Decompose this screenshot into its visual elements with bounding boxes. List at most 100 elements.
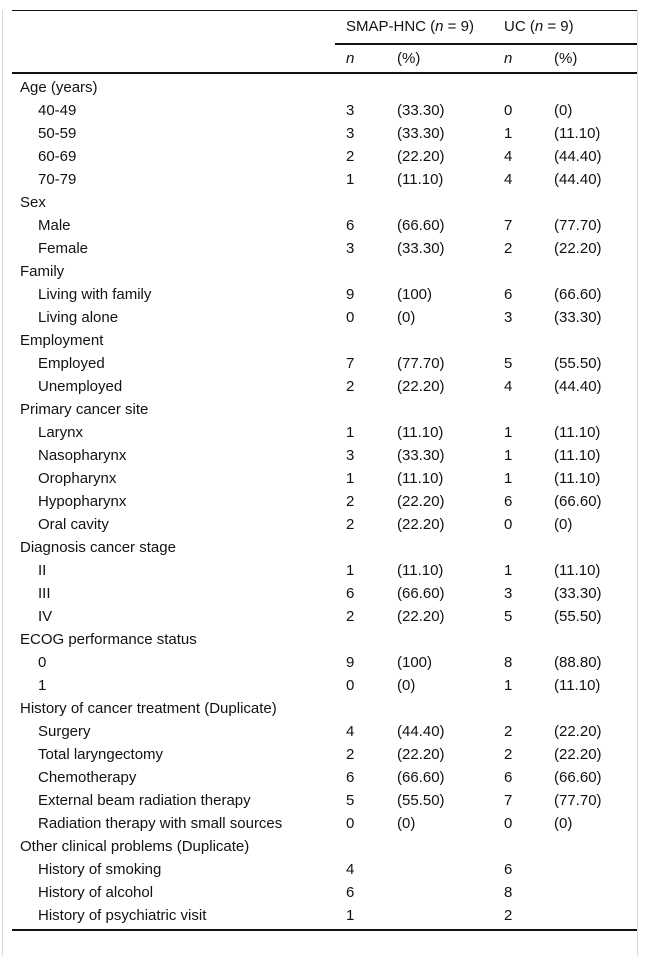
table-row: III 6 (66.60) 3 (33.30) — [3, 582, 637, 605]
cell-n-uc — [504, 260, 554, 283]
group-header-smap-hnc: SMAP-HNC (n = 9) — [346, 11, 504, 43]
table-row: IV 2 (22.20) 5 (55.50) — [3, 605, 637, 628]
subheader-pct-smap: (%) — [397, 50, 421, 67]
row-label: 70-79 — [38, 171, 77, 188]
row-label: History of psychiatric visit — [38, 907, 207, 924]
cell-pct-smap: (33.30) — [397, 102, 445, 119]
cell-n-smap — [346, 76, 397, 99]
cell-pct-uc: (66.60) — [554, 493, 602, 510]
cell-n-smap — [346, 628, 397, 651]
table-row: 70-79 1 (11.10) 4 (44.40) — [3, 168, 637, 191]
table-row: Surgery 4 (44.40) 2 (22.20) — [3, 720, 637, 743]
cell-n-smap: 6 — [346, 884, 355, 901]
table-row: History of cancer treatment (Duplicate) — [3, 697, 637, 720]
cell-n-uc: 8 — [504, 654, 513, 671]
cell-n-uc: 5 — [504, 355, 513, 372]
cell-n-uc: 0 — [504, 102, 513, 119]
cell-n-uc: 2 — [504, 240, 513, 257]
cell-n-smap: 0 — [346, 677, 355, 694]
cell-n-smap: 1 — [346, 470, 355, 487]
cell-n-uc: 4 — [504, 171, 513, 188]
table-row: II 1 (11.10) 1 (11.10) — [3, 559, 637, 582]
subheader-n-uc: n — [504, 45, 554, 72]
cell-n-uc: 2 — [504, 907, 513, 924]
table-row: Oropharynx 1 (11.10) 1 (11.10) — [3, 467, 637, 490]
table-row: ECOG performance status — [3, 628, 637, 651]
cell-n-smap: 6 — [346, 585, 355, 602]
subheader-n-smap-label: n — [346, 50, 355, 67]
cell-pct-smap — [397, 835, 504, 858]
cell-pct-smap: (22.20) — [397, 608, 445, 625]
group2-prefix: UC ( — [504, 18, 535, 35]
table-subheader-row: n (%) n (%) — [3, 45, 637, 72]
cell-pct-smap: (55.50) — [397, 792, 445, 809]
cell-pct-uc: (11.10) — [554, 125, 601, 142]
cell-n-smap — [346, 260, 397, 283]
header-bottom-rule — [12, 72, 637, 74]
cell-n-uc: 7 — [504, 792, 513, 809]
cell-pct-smap: (66.60) — [397, 217, 445, 234]
cell-n-smap — [346, 191, 397, 214]
cell-n-uc: 2 — [504, 746, 513, 763]
cell-n-smap: 3 — [346, 240, 355, 257]
cell-n-smap: 2 — [346, 746, 355, 763]
table-row: Female 3 (33.30) 2 (22.20) — [3, 237, 637, 260]
cell-pct-uc: (55.50) — [554, 355, 602, 372]
row-label: 60-69 — [38, 148, 77, 165]
cell-n-uc: 3 — [504, 309, 513, 326]
row-label: Female — [38, 240, 89, 257]
row-label: Sex — [20, 194, 46, 211]
table-row: External beam radiation therapy 5 (55.50… — [3, 789, 637, 812]
cell-n-smap: 2 — [346, 148, 355, 165]
cell-pct-smap — [397, 398, 504, 421]
cell-n-uc: 1 — [504, 677, 513, 694]
row-label: 1 — [38, 677, 47, 694]
cell-n-smap — [346, 398, 397, 421]
cell-pct-smap: (0) — [397, 677, 416, 694]
group2-suffix: = 9) — [543, 18, 574, 35]
row-label: Surgery — [38, 723, 91, 740]
cell-n-uc: 4 — [504, 378, 513, 395]
cell-pct-uc — [554, 697, 637, 720]
table-group-header-row: SMAP-HNC (n = 9) UC (n = 9) — [3, 11, 637, 43]
cell-n-uc: 4 — [504, 148, 513, 165]
cell-pct-smap — [397, 329, 504, 352]
cell-n-uc: 2 — [504, 723, 513, 740]
cell-pct-smap: (11.10) — [397, 424, 444, 441]
row-label: Hypopharynx — [38, 493, 127, 510]
cell-pct-smap: (100) — [397, 286, 433, 303]
subheader-n-uc-label: n — [504, 50, 513, 67]
cell-pct-smap — [397, 260, 504, 283]
cell-n-uc — [504, 536, 554, 559]
cell-pct-uc: (11.10) — [554, 562, 601, 579]
cell-pct-smap: (33.30) — [397, 447, 445, 464]
row-label: Age (years) — [20, 79, 98, 96]
cell-n-smap: 1 — [346, 562, 355, 579]
cell-pct-uc — [554, 536, 637, 559]
cell-n-uc: 6 — [504, 861, 513, 878]
row-label: Other clinical problems (Duplicate) — [20, 838, 250, 855]
row-label: External beam radiation therapy — [38, 792, 251, 809]
row-label: Oral cavity — [38, 516, 109, 533]
row-label: Family — [20, 263, 65, 280]
cell-pct-smap — [397, 697, 504, 720]
cell-n-smap: 2 — [346, 516, 355, 533]
cell-n-smap: 5 — [346, 792, 355, 809]
cell-pct-smap: (22.20) — [397, 378, 445, 395]
cell-pct-smap: (11.10) — [397, 470, 444, 487]
row-label: Diagnosis cancer stage — [20, 539, 176, 556]
cell-n-uc: 0 — [504, 516, 513, 533]
table-row: Employed 7 (77.70) 5 (55.50) — [3, 352, 637, 375]
table-row: Nasopharynx 3 (33.30) 1 (11.10) — [3, 444, 637, 467]
group1-prefix: SMAP-HNC ( — [346, 18, 436, 35]
cell-pct-smap — [397, 76, 504, 99]
cell-pct-uc: (22.20) — [554, 723, 602, 740]
table-row: History of psychiatric visit 1 2 — [3, 904, 637, 927]
cell-n-smap: 3 — [346, 102, 355, 119]
cell-pct-smap: (22.20) — [397, 493, 445, 510]
row-label: Chemotherapy — [38, 769, 137, 786]
cell-pct-uc: (77.70) — [554, 792, 602, 809]
group1-suffix: = 9) — [443, 18, 474, 35]
cell-pct-smap: (0) — [397, 309, 416, 326]
cell-n-smap: 7 — [346, 355, 355, 372]
